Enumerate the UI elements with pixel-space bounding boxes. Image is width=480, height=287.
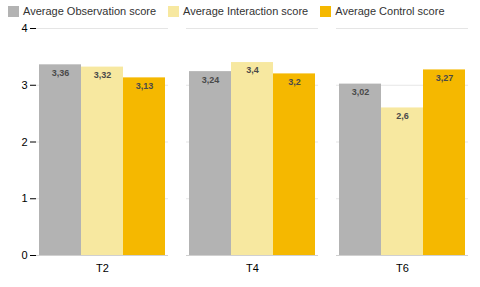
- html-text:Average Control score: Average Control score: [335, 5, 445, 17]
- svg-text:T2: T2: [96, 262, 109, 274]
- svg-text:3,13: 3,13: [136, 81, 154, 91]
- svg-text:2,6: 2,6: [396, 111, 409, 121]
- svg-text:3,36: 3,36: [52, 68, 70, 78]
- svg-text:3: 3: [21, 79, 27, 91]
- svg-text:2: 2: [21, 136, 27, 148]
- svg-text:4: 4: [21, 22, 27, 34]
- svg-text:T4: T4: [246, 262, 259, 274]
- svg-text:3,24: 3,24: [202, 75, 220, 85]
- html-text:Average Interaction score: Average Interaction score: [183, 5, 309, 17]
- svg-text:0: 0: [21, 249, 27, 261]
- svg-text:3,27: 3,27: [436, 73, 454, 83]
- html-text:Average Observation score: Average Observation score: [23, 5, 157, 17]
- svg-text:3,2: 3,2: [288, 77, 301, 87]
- svg-text:3,02: 3,02: [352, 87, 370, 97]
- svg-text:3,32: 3,32: [94, 70, 112, 80]
- svg-text:1: 1: [21, 192, 27, 204]
- svg-text:3,4: 3,4: [246, 65, 259, 75]
- svg-text:T6: T6: [396, 262, 409, 274]
